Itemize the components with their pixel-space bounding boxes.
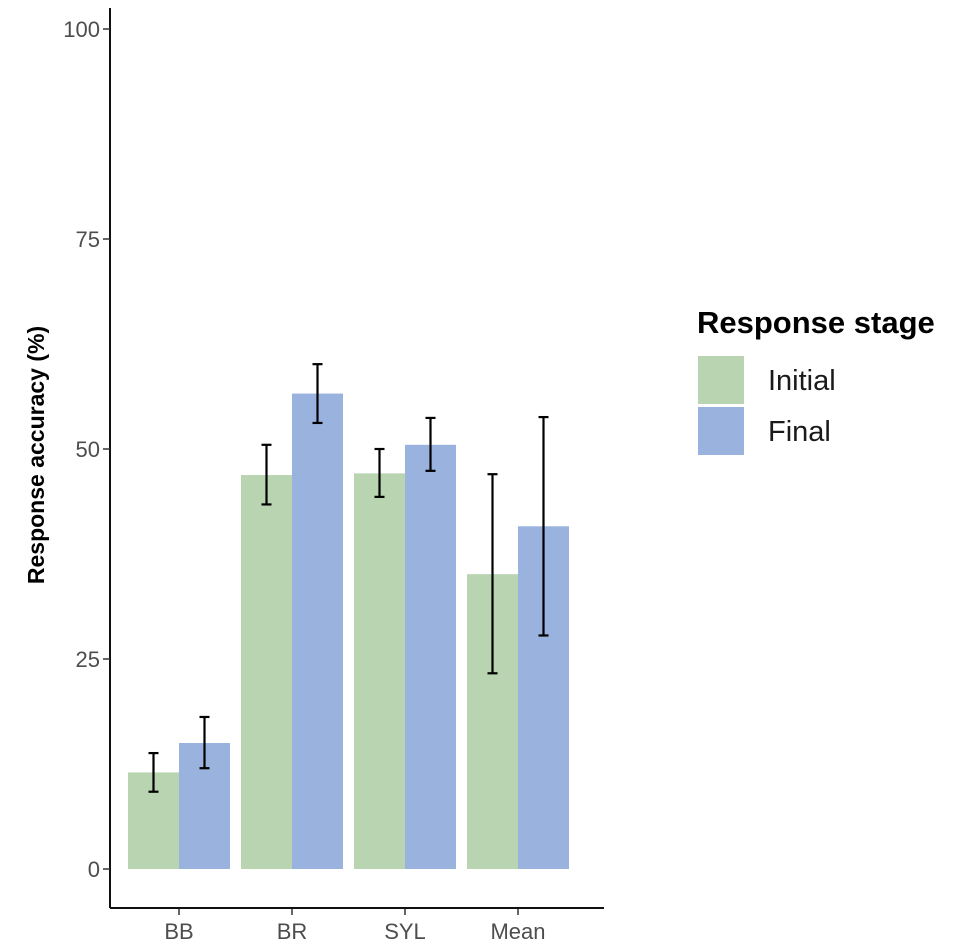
x-tick-label: BB bbox=[164, 919, 193, 944]
x-tick-label: SYL bbox=[384, 919, 426, 944]
y-axis: 0 25 50 75 100 bbox=[63, 8, 111, 908]
y-tick-label: 75 bbox=[76, 227, 100, 252]
x-tick-label: Mean bbox=[490, 919, 545, 944]
legend-title: Response stage bbox=[697, 305, 935, 340]
error-bar-final-syl bbox=[425, 416, 436, 472]
legend-label-initial: Initial bbox=[768, 365, 836, 397]
error-bar-initial-mean bbox=[487, 473, 498, 675]
error-bar-final-br bbox=[312, 363, 323, 425]
legend-key-final bbox=[698, 407, 744, 455]
x-tick-label: BR bbox=[277, 919, 308, 944]
y-tick-label: 25 bbox=[76, 647, 100, 672]
bar-initial-br bbox=[241, 475, 292, 869]
y-tick-label: 50 bbox=[76, 437, 100, 462]
plot-area bbox=[128, 363, 569, 869]
error-bar-final-bb bbox=[199, 715, 210, 770]
x-axis: BB BR SYL Mean bbox=[110, 907, 604, 944]
bar-initial-syl bbox=[354, 473, 405, 869]
legend-label-final: Final bbox=[768, 416, 831, 448]
bar-final-syl bbox=[405, 444, 456, 869]
legend: Response stage Initial Final bbox=[697, 305, 935, 455]
y-axis-title: Response accuracy (%) bbox=[23, 326, 49, 584]
error-bar-initial-br bbox=[261, 443, 272, 506]
y-tick-label: 100 bbox=[63, 17, 100, 42]
error-bar-initial-syl bbox=[374, 447, 385, 498]
legend-key-initial bbox=[698, 356, 744, 404]
error-bar-final-mean bbox=[538, 415, 549, 637]
bar-final-br bbox=[292, 393, 343, 869]
error-bar-initial-bb bbox=[148, 751, 159, 793]
y-tick-label: 0 bbox=[88, 857, 100, 882]
